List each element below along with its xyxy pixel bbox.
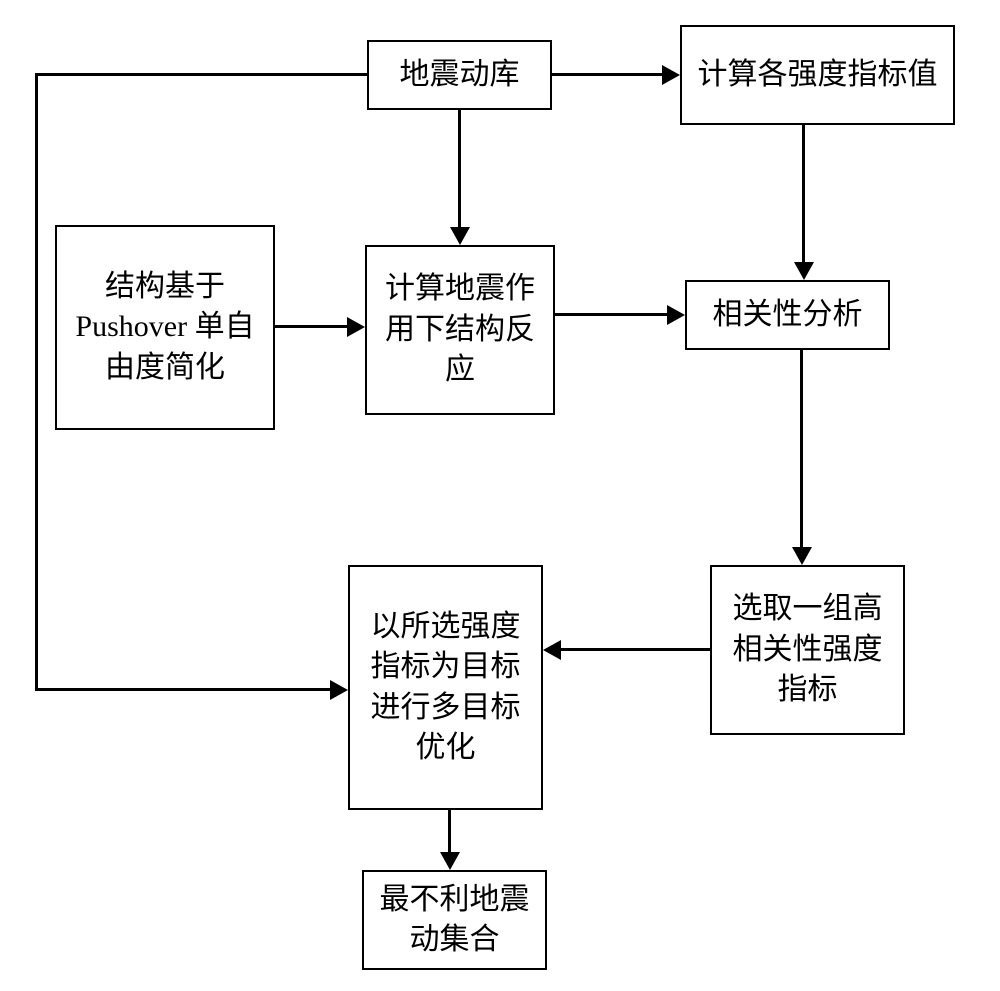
node-calc-intensity-indices: 计算各强度指标值 bbox=[680, 25, 955, 125]
node-ground-motion-library: 地震动库 bbox=[367, 40, 552, 110]
node-label: 以所选强度指标为目标进行多目标优化 bbox=[360, 607, 531, 769]
edge-n1-n2-head bbox=[662, 65, 680, 85]
node-label: 地震动库 bbox=[400, 55, 520, 96]
node-label: 选取一组高相关性强度指标 bbox=[722, 589, 893, 711]
node-select-high-corr-indices: 选取一组高相关性强度指标 bbox=[710, 565, 905, 735]
node-label: 计算各强度指标值 bbox=[698, 55, 938, 96]
edge-n4-n5-line bbox=[555, 313, 667, 316]
node-calc-structural-response: 计算地震作用下结构反应 bbox=[365, 245, 555, 415]
edge-n1-n2-line bbox=[552, 73, 662, 76]
edge-n6-n8-head bbox=[440, 852, 460, 870]
edge-n7-n6-head bbox=[543, 640, 561, 660]
edge-n1-n6-seg3 bbox=[35, 688, 330, 691]
node-pushover-sdof: 结构基于 Pushover 单自由度简化 bbox=[55, 225, 275, 430]
edge-n5-n7-head bbox=[792, 547, 812, 565]
edge-n1-n6-seg1 bbox=[35, 73, 367, 76]
edge-n1-n4-head bbox=[450, 227, 470, 245]
edge-n1-n4-line bbox=[458, 110, 461, 227]
edge-n3-n4-line bbox=[275, 325, 347, 328]
node-label: 结构基于 Pushover 单自由度简化 bbox=[67, 267, 263, 389]
edge-n4-n5-head bbox=[667, 305, 685, 325]
edge-n2-n5-head bbox=[794, 262, 814, 280]
edge-n1-n6-seg2 bbox=[35, 73, 38, 691]
edge-n1-n6-head bbox=[330, 680, 348, 700]
node-label: 计算地震作用下结构反应 bbox=[377, 269, 543, 391]
edge-n6-n8-line bbox=[448, 810, 451, 852]
edge-n5-n7-line bbox=[800, 350, 803, 547]
node-correlation-analysis: 相关性分析 bbox=[685, 280, 890, 350]
node-label: 相关性分析 bbox=[713, 295, 863, 336]
edge-n2-n5-line bbox=[802, 125, 805, 262]
node-multi-objective-optimization: 以所选强度指标为目标进行多目标优化 bbox=[348, 565, 543, 810]
edge-n3-n4-head bbox=[347, 317, 365, 337]
node-label: 最不利地震动集合 bbox=[374, 880, 535, 961]
node-worst-ground-motion-set: 最不利地震动集合 bbox=[362, 870, 547, 970]
edge-n7-n6-line bbox=[561, 648, 710, 651]
